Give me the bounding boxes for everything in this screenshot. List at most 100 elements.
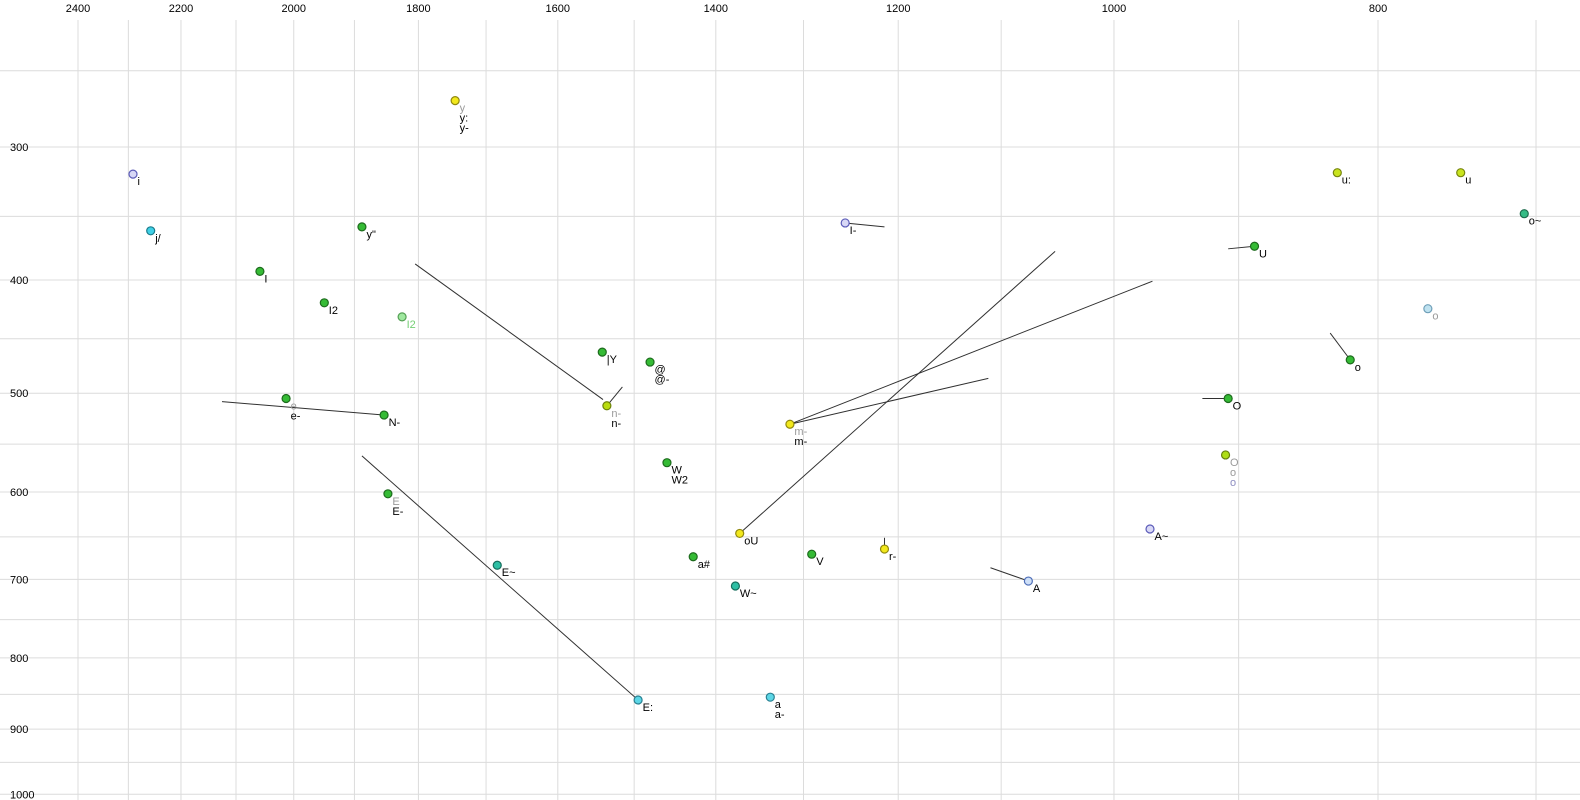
- data-point-label: N-: [389, 417, 401, 429]
- data-point-label: |Y: [607, 354, 618, 366]
- connector-line: [845, 222, 885, 228]
- data-point-label: I2: [407, 319, 416, 331]
- y-axis-tick-label: 600: [10, 487, 28, 499]
- data-point: [1423, 304, 1433, 314]
- y-axis-tick-label: 1000: [10, 789, 34, 800]
- connector-line: [221, 401, 385, 416]
- data-point-label: A~: [1155, 531, 1169, 543]
- data-point-label: O: [1230, 457, 1239, 469]
- data-point-label: E~: [502, 567, 516, 579]
- data-point: [807, 549, 817, 559]
- x-axis-tick-label: 2400: [66, 3, 90, 15]
- data-point-label: e-: [291, 410, 301, 422]
- data-point-label: E-: [392, 506, 403, 518]
- data-point: [1249, 241, 1260, 251]
- data-point-label: a: [775, 699, 782, 711]
- y-axis-tick-label: 500: [10, 388, 28, 400]
- y-axis-tick-label: 300: [10, 142, 28, 154]
- x-axis-tick-label: 800: [1369, 3, 1387, 15]
- data-point: [1220, 450, 1231, 460]
- data-point: [662, 458, 672, 468]
- data-point-label: o: [1355, 362, 1361, 374]
- data-point-label: i: [138, 176, 140, 188]
- data-point: [397, 312, 407, 322]
- data-point-label: e: [291, 400, 297, 412]
- x-axis-tick-label: 1600: [546, 3, 570, 15]
- data-point: [383, 489, 393, 499]
- connector-line: [361, 455, 639, 701]
- data-point-label: E: [392, 496, 399, 508]
- data-point-label: a-: [775, 709, 785, 721]
- data-point-label: O: [1233, 400, 1242, 412]
- data-point: [1145, 524, 1155, 534]
- connector-line: [990, 567, 1029, 582]
- data-point: [688, 552, 698, 562]
- data-point-label: r-: [889, 551, 897, 563]
- data-point: [633, 695, 643, 705]
- data-point: [1519, 209, 1529, 219]
- data-point-label: V: [816, 556, 824, 568]
- x-axis-tick-label: 1200: [886, 3, 910, 15]
- data-point: [146, 226, 156, 236]
- y-axis-tick-label: 400: [10, 275, 28, 287]
- data-point: [1332, 168, 1342, 178]
- data-point-label: I: [264, 273, 267, 285]
- data-point: [645, 357, 655, 367]
- data-point: [281, 393, 291, 404]
- data-point-label: j/: [154, 233, 161, 245]
- data-point: [1345, 355, 1355, 365]
- data-point: [357, 222, 367, 232]
- data-point-label: @: [655, 364, 666, 376]
- data-point-label: @-: [655, 374, 670, 386]
- x-axis-tick-label: 1800: [406, 3, 430, 15]
- data-point-label: m-: [794, 436, 807, 448]
- data-point-label: A: [1033, 583, 1041, 595]
- data-point-label: W: [671, 465, 682, 477]
- x-axis-tick-label: 1000: [1102, 3, 1126, 15]
- connector-line: [414, 263, 604, 400]
- data-point-label: I-: [850, 225, 857, 237]
- connector-line: [1329, 332, 1351, 361]
- data-point-label: u: [1465, 175, 1471, 187]
- data-point: [379, 410, 389, 420]
- data-point-label: W~: [740, 588, 757, 600]
- x-axis-tick-label: 2200: [169, 3, 193, 15]
- data-point: [450, 96, 460, 106]
- connector-line: [739, 250, 1056, 534]
- data-point-label: n-: [611, 408, 621, 420]
- data-point-label: y: [460, 103, 466, 115]
- data-point: [785, 419, 795, 429]
- connector-line: [789, 377, 989, 425]
- data-point: [765, 692, 775, 702]
- data-point: [730, 581, 741, 591]
- data-point: [879, 544, 890, 554]
- y-axis-tick-label: 900: [10, 724, 28, 736]
- data-point-label: I2: [329, 305, 338, 317]
- data-point-label: o: [1230, 477, 1236, 489]
- connector-line: [789, 280, 1153, 425]
- data-point-label: y:: [460, 113, 469, 125]
- data-point: [1223, 393, 1233, 404]
- x-axis-tick-label: 2000: [282, 3, 306, 15]
- data-point-label: o: [1432, 311, 1438, 323]
- y-axis-tick-label: 800: [10, 653, 28, 665]
- data-point-label: m-: [794, 426, 807, 438]
- data-point: [1456, 168, 1466, 178]
- data-point-label: a#: [698, 559, 711, 571]
- data-point-label: o~: [1529, 216, 1542, 228]
- data-point: [840, 218, 850, 228]
- data-point-label: o: [1230, 467, 1236, 479]
- data-point-label: W2: [671, 475, 688, 487]
- data-point-label: n-: [611, 418, 621, 430]
- data-point: [597, 347, 607, 357]
- data-point-label: oU: [744, 535, 758, 547]
- data-point: [602, 401, 612, 411]
- data-point: [735, 528, 745, 539]
- data-point-label: y": [366, 229, 376, 241]
- data-point: [128, 169, 138, 179]
- data-point: [319, 298, 329, 308]
- data-point-label: U: [1259, 248, 1267, 260]
- data-point: [255, 266, 265, 276]
